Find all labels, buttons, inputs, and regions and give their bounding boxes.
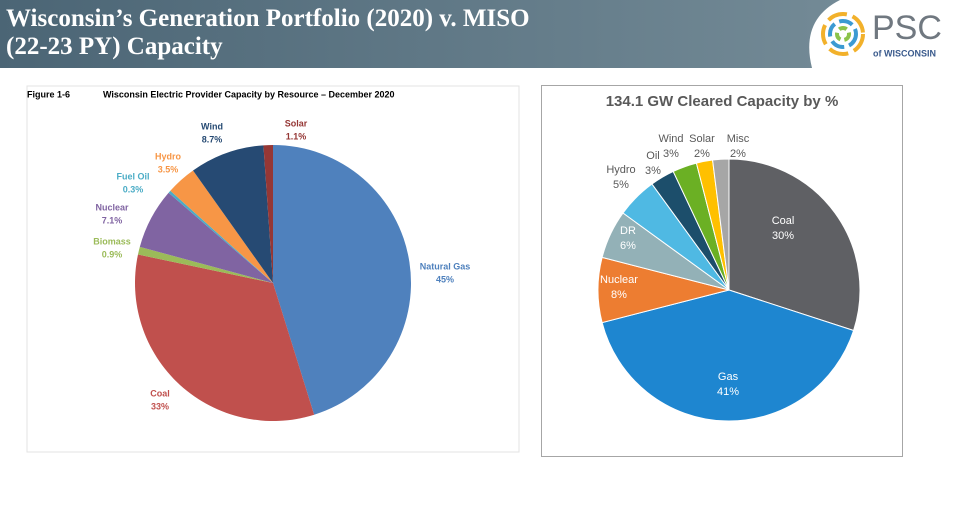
logo-subtext: of WISCONSIN [873,48,936,58]
figure-label: Figure 1-6 [27,89,70,99]
slice-value-label: 7.1% [102,215,123,225]
slide-title: Wisconsin’s Generation Portfolio (2020) … [6,5,530,60]
slice-label: Fuel Oil [116,171,149,181]
logo-icon [821,12,865,56]
slice-label: Coal [772,215,795,227]
slice-value-label: 45% [436,274,454,284]
logo-text: PSC [872,9,942,47]
slice-label: Oil [646,150,659,162]
slice-value-label: 8.7% [202,134,223,144]
slice-label: Hydro [606,164,635,176]
slice-value-label: 3% [645,165,661,177]
slice-label: Gas [718,371,739,383]
slice-label: Solar [689,133,715,145]
pie-slice [622,183,730,291]
pie-slice [728,158,861,332]
slice-value-label: 41% [717,386,739,398]
pie-slice [651,170,730,291]
slice-label: Natural Gas [420,261,471,271]
pie-slice [672,162,730,291]
slice-value-label: 2% [694,148,710,160]
slice-value-label: 0.3% [123,184,144,194]
slice-value-label: 30% [772,230,794,242]
right-chart-frame [541,85,903,457]
slice-label: Nuclear [600,274,638,286]
slice-value-label: 2% [730,148,746,160]
slice-label: Misc [727,133,750,145]
pie-slice [695,159,730,291]
slice-label: Coal [150,388,170,398]
pie-slice [193,145,273,283]
chart-title: 134.1 GW Cleared Capacity by % [606,93,839,110]
slice-value-label: 3.5% [158,164,179,174]
slice-label: Wind [201,121,223,131]
slice-value-label: 6% [620,240,636,252]
pie-slice [273,145,412,415]
slice-label: Nuclear [95,202,129,212]
header-bar: PSC of WISCONSIN [0,0,942,68]
slice-value-label: 1.1% [286,131,307,141]
slice-label: Wind [658,133,683,145]
slice-value-label: 33% [151,401,169,411]
header-background [0,0,840,68]
pie-slice [601,212,730,291]
slice-label: Solar [285,118,308,128]
slice-value-label: 8% [611,289,627,301]
pie-slice [263,145,273,283]
pie-slice [712,158,730,291]
slice-value-label: 3% [663,148,679,160]
chart-title: Wisconsin Electric Provider Capacity by … [103,89,395,99]
pie-slice [601,289,855,422]
left-chart-frame [26,85,520,453]
pie-slice [168,190,273,283]
slice-label: Hydro [155,151,182,161]
pie-slice [597,256,730,324]
pie-slice [137,246,273,283]
slice-value-label: 5% [613,179,629,191]
pie-slice [170,170,273,283]
pie-slice [139,192,273,283]
slice-label: DR [620,225,636,237]
slice-label: Biomass [93,236,131,246]
pie-slice [134,254,315,421]
slice-value-label: 0.9% [102,249,123,259]
